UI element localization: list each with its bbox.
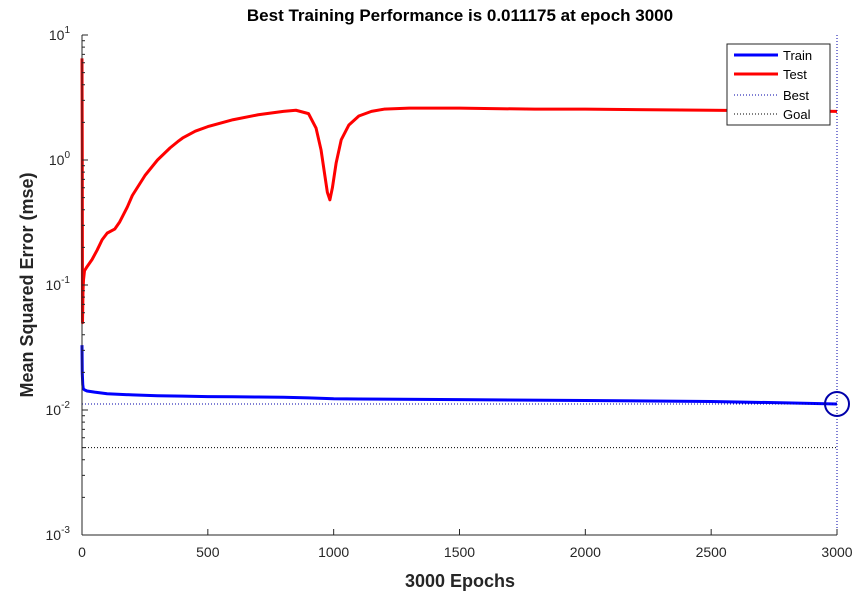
plot-area <box>82 35 837 535</box>
x-tick-label: 3000 <box>821 544 852 560</box>
y-tick-label: 10-3 <box>46 525 71 543</box>
best-point-marker <box>824 390 850 417</box>
x-tick-label: 1000 <box>318 544 349 560</box>
legend: Train Test Best Goal <box>726 43 831 126</box>
x-tick-label: 2000 <box>570 544 601 560</box>
y-tick-label: 100 <box>49 150 71 168</box>
x-tick-label: 500 <box>196 544 220 560</box>
legend-train-label: Train <box>783 48 812 63</box>
y-tick-label: 10-1 <box>46 275 71 293</box>
legend-best-label: Best <box>783 88 809 103</box>
legend-box <box>726 43 831 126</box>
test-series-line <box>80 58 838 325</box>
y-axis-title: Mean Squared Error (mse) <box>17 172 37 397</box>
legend-test-label: Test <box>783 67 807 82</box>
y-tick-label: 101 <box>49 25 71 43</box>
x-tick-label: 0 <box>78 544 86 560</box>
x-axis-title: 3000 Epochs <box>405 571 515 591</box>
y-ticks: 101 100 10-1 10-2 10-3 <box>46 25 88 543</box>
legend-goal-label: Goal <box>783 107 811 122</box>
chart-title: Best Training Performance is 0.011175 at… <box>247 6 673 25</box>
y-tick-label: 10-2 <box>46 400 71 418</box>
x-tick-label: 2500 <box>696 544 727 560</box>
series-layer <box>80 35 838 535</box>
train-series-line <box>80 345 838 406</box>
x-ticks: 0 500 1000 1500 2000 2500 3000 <box>78 529 853 560</box>
x-tick-label: 1500 <box>444 544 475 560</box>
